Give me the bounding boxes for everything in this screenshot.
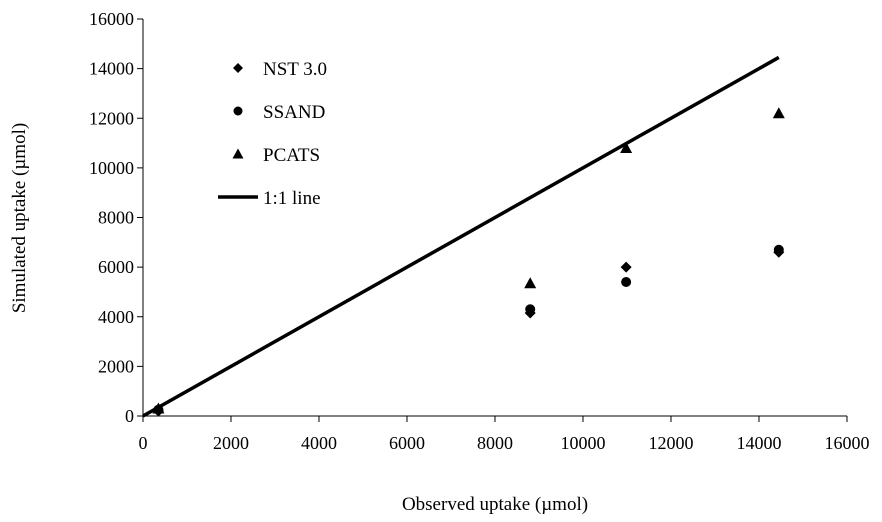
markers-group <box>152 107 785 417</box>
pcats-point <box>152 402 165 414</box>
legend-label: NST 3.0 <box>263 59 327 80</box>
x-tick-label: 10000 <box>561 433 606 453</box>
legend-circle-swatch <box>233 106 243 116</box>
axes <box>137 18 848 422</box>
x-tick-label: 14000 <box>737 433 782 453</box>
y-tick-label: 10000 <box>89 158 134 178</box>
legend: NST 3.0 SSAND PCATS 1:1 line <box>218 59 327 209</box>
pcats-point <box>620 142 633 154</box>
ssand-point <box>773 244 784 255</box>
legend-label: PCATS <box>263 145 320 166</box>
legend-diamond-swatch <box>233 63 243 73</box>
x-tick-label: 16000 <box>825 433 870 453</box>
y-tick-label: 2000 <box>98 356 134 376</box>
x-tick-label: 2000 <box>213 433 249 453</box>
ssand-point <box>621 277 632 288</box>
y-tick-label: 6000 <box>98 257 134 277</box>
legend-triangle-swatch <box>232 148 244 159</box>
x-tick-label: 4000 <box>301 433 337 453</box>
y-tick-label: 4000 <box>98 307 134 327</box>
y-tick-label: 0 <box>125 406 134 426</box>
pcats-point <box>772 107 785 119</box>
legend-label: 1:1 line <box>263 188 321 209</box>
x-tick-label: 0 <box>139 433 148 453</box>
x-axis-title: Observed uptake (µmol) <box>402 494 588 515</box>
y-tick-label: 14000 <box>89 59 134 79</box>
ssand-point <box>525 304 536 315</box>
x-tick-label: 12000 <box>649 433 694 453</box>
y-axis-title: Simulated uptake (µmol) <box>9 123 30 313</box>
y-tick-label: 12000 <box>89 108 134 128</box>
y-tick-label: 8000 <box>98 208 134 228</box>
y-tick-label: 16000 <box>89 9 134 29</box>
nst-3-0-point <box>620 261 632 273</box>
x-tick-label: 6000 <box>389 433 425 453</box>
x-tick-label: 8000 <box>477 433 513 453</box>
tick-labels: 0 2000 4000 6000 8000 10000 12000 14000 16000 0 20… <box>89 9 870 453</box>
pcats-point <box>524 277 537 289</box>
legend-label: SSAND <box>263 102 325 123</box>
reference-line-group <box>142 55 780 418</box>
one-to-one-line <box>142 55 780 418</box>
